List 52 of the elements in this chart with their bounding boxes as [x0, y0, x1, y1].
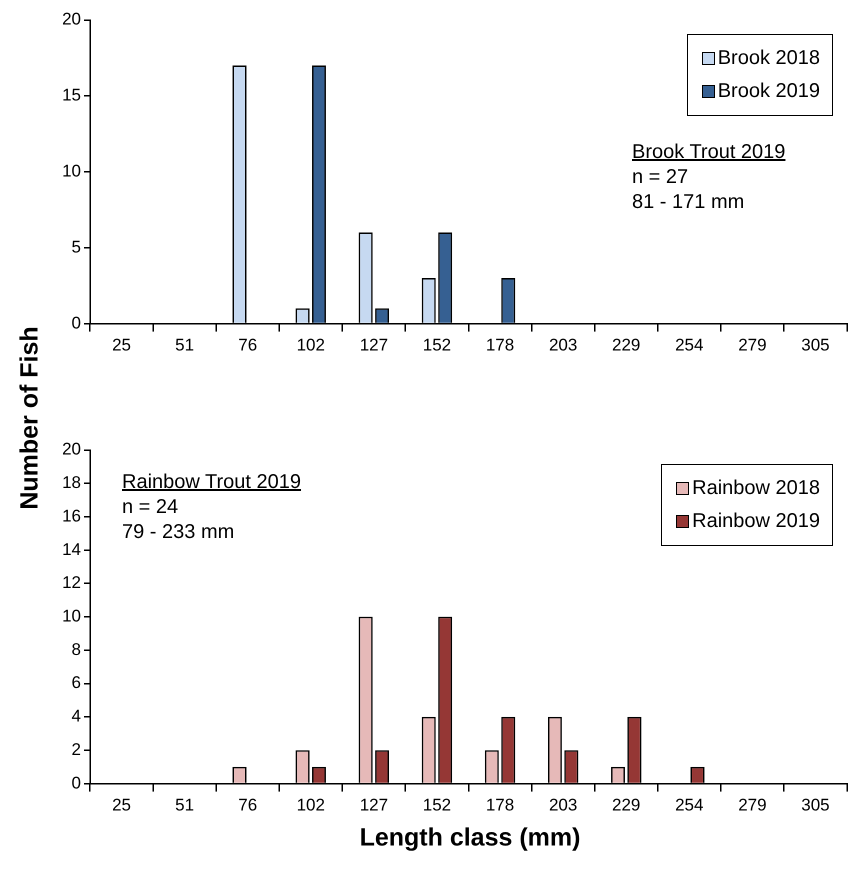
x-tick-label: 76 [238, 335, 258, 354]
x-tick-label: 25 [112, 335, 132, 354]
x-tick-label: 178 [486, 795, 514, 814]
annotation: Rainbow Trout 2019 [122, 470, 302, 495]
x-tick-label: 76 [238, 795, 258, 814]
x-tick-label: 305 [801, 335, 830, 354]
x-tick-label: 178 [486, 335, 514, 354]
y-tick-label: 14 [62, 540, 81, 559]
y-tick-label: 0 [72, 313, 81, 332]
y-tick-label: 5 [72, 237, 81, 256]
y-tick-label: 4 [72, 706, 81, 726]
annotation: 81 - 171 mm [632, 190, 746, 215]
x-tick-label: 152 [422, 335, 452, 354]
y-tick-label: 0 [72, 773, 81, 792]
y-tick-label: 2 [72, 740, 81, 759]
x-tick-label: 229 [612, 335, 640, 354]
x-tick-label: 305 [801, 795, 830, 814]
legend-label: Brook 2019 [718, 80, 820, 103]
x-tick-label: 152 [422, 795, 452, 814]
y-axis-title: Number of Fish [16, 326, 44, 510]
x-tick-label: 229 [612, 795, 640, 814]
x-tick-label: 25 [112, 795, 132, 814]
x-tick-label: 127 [360, 795, 388, 814]
y-tick-label: 10 [62, 606, 81, 626]
annotation: n = 24 [122, 495, 180, 520]
y-tick-label: 16 [62, 506, 81, 526]
legend-label: Brook 2018 [718, 47, 820, 70]
annotation: n = 27 [632, 165, 690, 190]
x-axis-title: Length class (mm) [360, 824, 580, 852]
y-tick-label: 20 [62, 10, 81, 29]
x-tick-label: 279 [738, 795, 767, 814]
x-tick-label: 254 [675, 335, 704, 354]
annotation: 79 - 233 mm [122, 520, 236, 545]
x-tick-label: 127 [360, 335, 388, 354]
x-tick-label: 254 [675, 795, 704, 814]
x-tick-label: 102 [296, 335, 325, 354]
y-tick-label: 15 [62, 86, 81, 105]
y-tick-label: 18 [62, 473, 81, 492]
x-tick-label: 102 [296, 795, 325, 814]
y-tick-label: 20 [62, 440, 81, 459]
y-tick-label: 12 [62, 573, 81, 592]
x-tick-label: 51 [175, 335, 194, 354]
x-tick-label: 203 [548, 795, 578, 814]
y-tick-label: 8 [72, 640, 81, 659]
x-tick-label: 51 [175, 795, 194, 814]
annotation: Brook Trout 2019 [632, 140, 786, 165]
x-tick-label: 203 [548, 335, 578, 354]
legend-label: Rainbow 2018 [692, 477, 820, 500]
y-tick-label: 6 [72, 673, 81, 692]
y-tick-label: 10 [62, 161, 81, 180]
legend-label: Rainbow 2019 [692, 510, 820, 533]
x-tick-label: 279 [738, 335, 767, 354]
